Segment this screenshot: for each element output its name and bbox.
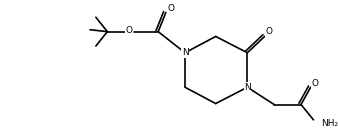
Text: N: N bbox=[182, 48, 188, 57]
Text: O: O bbox=[266, 27, 273, 36]
Text: O: O bbox=[167, 4, 174, 13]
Text: O: O bbox=[312, 79, 319, 88]
Text: O: O bbox=[126, 26, 133, 35]
Text: N: N bbox=[244, 83, 251, 92]
Text: NH₂: NH₂ bbox=[321, 119, 338, 128]
